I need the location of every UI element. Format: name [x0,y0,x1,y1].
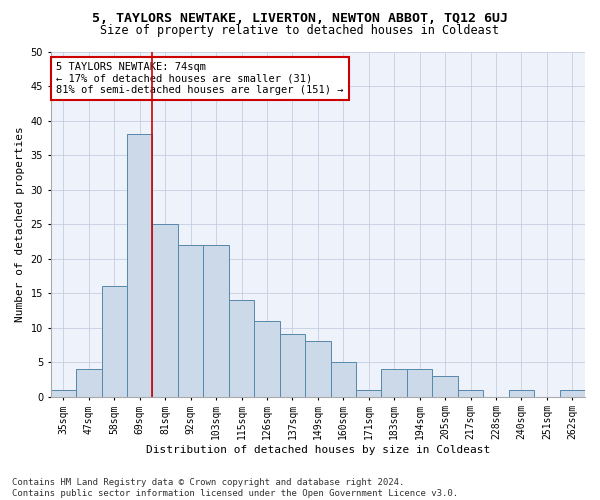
Text: 5 TAYLORS NEWTAKE: 74sqm
← 17% of detached houses are smaller (31)
81% of semi-d: 5 TAYLORS NEWTAKE: 74sqm ← 17% of detach… [56,62,344,95]
X-axis label: Distribution of detached houses by size in Coldeast: Distribution of detached houses by size … [146,445,490,455]
Bar [254,320,280,396]
Bar [305,342,331,396]
Bar [101,286,127,397]
Bar [458,390,483,396]
Bar [229,300,254,396]
Bar [407,369,433,396]
Bar [178,244,203,396]
Bar [560,390,585,396]
Bar [50,390,76,396]
Y-axis label: Number of detached properties: Number of detached properties [15,126,25,322]
Text: Contains HM Land Registry data © Crown copyright and database right 2024.
Contai: Contains HM Land Registry data © Crown c… [12,478,458,498]
Bar [433,376,458,396]
Bar [331,362,356,396]
Bar [356,390,382,396]
Text: Size of property relative to detached houses in Coldeast: Size of property relative to detached ho… [101,24,499,37]
Bar [509,390,534,396]
Bar [152,224,178,396]
Bar [76,369,101,396]
Bar [203,244,229,396]
Bar [382,369,407,396]
Bar [280,334,305,396]
Text: 5, TAYLORS NEWTAKE, LIVERTON, NEWTON ABBOT, TQ12 6UJ: 5, TAYLORS NEWTAKE, LIVERTON, NEWTON ABB… [92,12,508,26]
Bar [127,134,152,396]
